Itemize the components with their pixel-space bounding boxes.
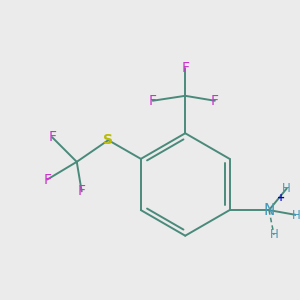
Text: F: F [43,172,51,187]
Text: F: F [181,61,189,75]
Text: F: F [48,130,56,144]
Text: S: S [103,133,113,147]
Text: +: + [277,193,285,203]
Text: H: H [270,228,278,241]
Text: F: F [211,94,219,108]
Text: N: N [263,202,275,217]
Text: H: H [292,208,300,221]
Text: F: F [78,184,86,198]
Text: H: H [282,182,291,195]
Text: F: F [149,94,157,108]
